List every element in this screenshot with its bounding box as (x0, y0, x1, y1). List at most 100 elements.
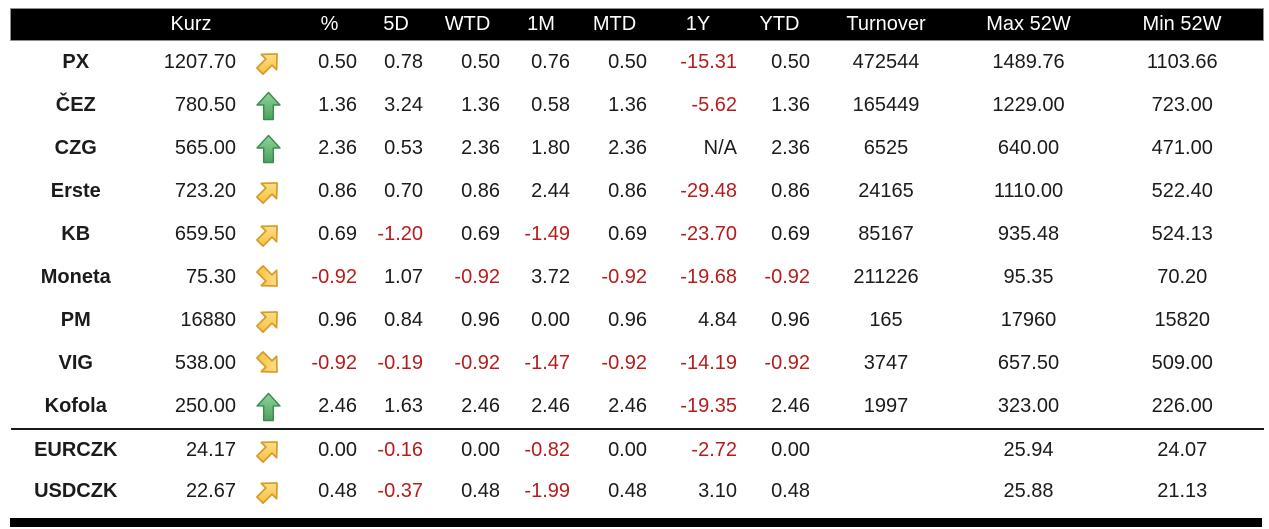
cell-value: 538.00 (174, 352, 236, 374)
cell-max52w: 95.35 (956, 256, 1101, 299)
cell-min52w: 15820 (1101, 299, 1264, 342)
cell-value: 24.07 (1157, 439, 1208, 461)
column-header-turnover: Turnover (816, 8, 956, 41)
cell-turnover: 165449 (816, 84, 956, 127)
cell-value: -29.48 (680, 180, 737, 202)
cell-d5: 3.24 (363, 84, 429, 127)
cell-trend-arrow (241, 127, 296, 170)
cell-value: 1.36 (461, 94, 500, 116)
cell-value: 0.58 (531, 94, 570, 116)
cell-turnover (816, 471, 956, 512)
cell-value: -0.82 (524, 439, 570, 461)
cell-value: -0.92 (311, 266, 357, 288)
cell-min52w: 24.07 (1101, 428, 1264, 471)
cell-value: 935.48 (997, 223, 1060, 245)
cell-value: 780.50 (174, 94, 236, 116)
cell-value: 0.69 (461, 223, 500, 245)
cell-pct: 0.96 (296, 299, 363, 342)
cell-value: 0.69 (318, 223, 357, 245)
cell-value: PM (60, 309, 91, 331)
cell-value: 25.94 (1003, 439, 1054, 461)
cell-value: -1.49 (524, 223, 570, 245)
cell-value: -19.35 (680, 395, 737, 417)
cell-value: 0.48 (318, 480, 357, 502)
cell-min52w: 509.00 (1101, 342, 1264, 385)
cell-value: 0.96 (318, 309, 357, 331)
cell-value: 1229.00 (992, 94, 1065, 116)
cell-pct: 0.48 (296, 471, 363, 512)
cell-value: 472544 (852, 51, 920, 73)
cell-m1: -0.82 (506, 428, 576, 471)
cell-name: PM (11, 299, 142, 342)
cell-turnover: 1997 (816, 385, 956, 429)
cell-mtd: -0.92 (576, 342, 653, 385)
cell-m1: 0.00 (506, 299, 576, 342)
cell-d5: -1.20 (363, 213, 429, 256)
cell-value: 723.00 (1151, 94, 1213, 116)
cell-value: 0.48 (461, 480, 500, 502)
cell-d5: 0.53 (363, 127, 429, 170)
column-header--: % (296, 8, 363, 41)
cell-turnover: 165 (816, 299, 956, 342)
cell-ytd: 2.36 (743, 127, 816, 170)
cell-mtd: 0.50 (576, 41, 653, 85)
cell-value: 24165 (858, 180, 914, 202)
cell-value: -0.19 (377, 352, 423, 374)
column-header-1m: 1M (506, 8, 576, 41)
table-header: Kurz% 5D WTD 1M MTD 1Y YTD Turnover Max 52W Min 5… (10, 8, 1264, 41)
cell-value: -0.92 (764, 266, 810, 288)
trend-up-icon (256, 91, 281, 121)
cell-mtd: -0.92 (576, 256, 653, 299)
column-header-1y: 1Y (653, 8, 743, 41)
cell-value: N/A (703, 137, 737, 159)
cell-value: 85167 (858, 223, 914, 245)
cell-d5: -0.16 (363, 428, 429, 471)
cell-mtd: 0.96 (576, 299, 653, 342)
cell-m1: 2.46 (506, 385, 576, 429)
cell-value: 16880 (180, 309, 236, 331)
cell-value: 21.13 (1157, 480, 1208, 502)
cell-name: KB (11, 213, 142, 256)
cell-value: 2.36 (608, 137, 647, 159)
cell-value: 657.50 (997, 352, 1060, 374)
cell-kurz: 780.50 (141, 84, 241, 127)
cell-d5: 0.84 (363, 299, 429, 342)
cell-value: 1110.00 (993, 180, 1064, 202)
cell-value: 0.70 (384, 180, 423, 202)
trend-up-right-icon (254, 436, 283, 465)
cell-kurz: 24.17 (141, 428, 241, 471)
cell-value: 659.50 (174, 223, 236, 245)
cell-m1: 0.76 (506, 41, 576, 85)
cell-trend-arrow (241, 299, 296, 342)
cell-pct: 0.86 (296, 170, 363, 213)
table-row-kofola: Kofola 250.00 2.46 1.63 2.46 2.46 2.46 -19.35 2.… (11, 385, 1264, 429)
cell-trend-arrow (241, 213, 296, 256)
cell-value: 0.50 (461, 51, 500, 73)
cell-value: 0.48 (771, 480, 810, 502)
cell-max52w: 25.94 (956, 428, 1101, 471)
cell-trend-arrow (241, 342, 296, 385)
cell-name: VIG (11, 342, 142, 385)
cell-value: CZG (54, 137, 97, 159)
cell-value: 1.80 (531, 137, 570, 159)
cell-value: 1489.76 (992, 51, 1065, 73)
cell-value: 0.86 (771, 180, 810, 202)
cell-value: VIG (58, 352, 93, 374)
table-row-kb: KB 659.50 0.69 -1.20 0.69 -1.49 0.69 -23.70 0.69… (11, 213, 1264, 256)
cell-value: -0.37 (377, 480, 423, 502)
cell-ytd: 0.00 (743, 428, 816, 471)
column-header-blank-2 (241, 8, 296, 41)
cell-pct: 0.00 (296, 428, 363, 471)
cell-value: 0.00 (461, 439, 500, 461)
cell-name: Kofola (11, 385, 142, 429)
cell-wtd: 0.86 (429, 170, 506, 213)
cell-value: 323.00 (997, 395, 1060, 417)
cell-value: -0.16 (377, 439, 423, 461)
cell-value: 95.35 (1003, 266, 1054, 288)
cell-value: Erste (50, 180, 101, 202)
cell-wtd: 0.48 (429, 471, 506, 512)
cell-value: 0.69 (771, 223, 810, 245)
cell-value: 1.36 (318, 94, 357, 116)
cell-value: 2.46 (608, 395, 647, 417)
